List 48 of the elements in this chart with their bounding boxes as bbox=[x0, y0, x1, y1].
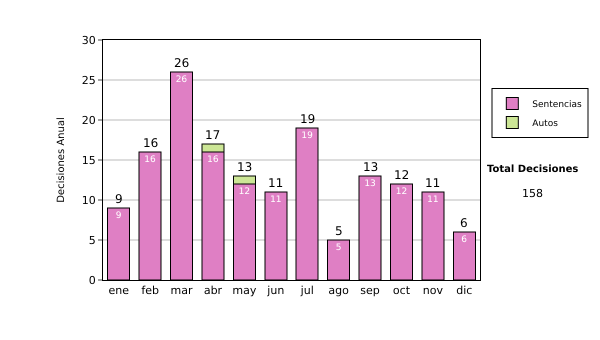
x-tick-label: jul bbox=[300, 284, 314, 298]
data-label: 9 bbox=[116, 211, 122, 221]
data-label: 12 bbox=[238, 187, 250, 197]
data-label: 19 bbox=[301, 131, 314, 141]
x-tick-label: ago bbox=[328, 284, 350, 298]
data-label: 16 bbox=[144, 155, 156, 165]
data-label: 12 bbox=[396, 187, 408, 197]
total-label: 9 bbox=[115, 192, 123, 206]
y-axis-title: Decisiones Anual bbox=[56, 117, 67, 203]
x-tick-label: ene bbox=[108, 284, 130, 298]
x-tick-label: dic bbox=[456, 284, 472, 298]
x-tick-label: may bbox=[232, 284, 257, 298]
data-label: 6 bbox=[461, 235, 468, 245]
y-tick-label: 15 bbox=[82, 154, 96, 167]
total-label: 16 bbox=[143, 136, 158, 150]
total-label: 11 bbox=[268, 176, 284, 190]
x-tick-label: nov bbox=[422, 284, 444, 298]
total-label: 11 bbox=[425, 176, 440, 190]
data-label: 5 bbox=[336, 243, 342, 253]
x-tick-label: jun bbox=[266, 284, 284, 298]
x-tick-label: sep bbox=[360, 284, 380, 298]
total-label: 26 bbox=[174, 56, 190, 70]
text: Total Decisiones bbox=[487, 164, 578, 175]
total-label: 12 bbox=[394, 168, 410, 182]
x-tick-label: mar bbox=[170, 284, 194, 298]
y-tick-label: 10 bbox=[82, 194, 96, 207]
x-tick-label: abr bbox=[204, 284, 223, 298]
y-tick-label: 25 bbox=[82, 74, 96, 87]
total-label: 6 bbox=[460, 216, 468, 230]
y-tick-label: 20 bbox=[82, 114, 96, 127]
x-tick-label: feb bbox=[141, 284, 159, 298]
data-label: 11 bbox=[270, 195, 282, 205]
data-label: 26 bbox=[176, 75, 188, 85]
y-tick-label: 0 bbox=[88, 274, 96, 287]
text: 158 bbox=[522, 187, 543, 200]
y-tick-label: 30 bbox=[82, 34, 96, 47]
legend-label: Autos bbox=[532, 119, 558, 130]
y-tick-label: 5 bbox=[88, 234, 96, 247]
total-label: 19 bbox=[300, 112, 316, 126]
total-label: 17 bbox=[205, 128, 220, 142]
total-label: 13 bbox=[237, 160, 252, 174]
data-label: 11 bbox=[427, 195, 439, 205]
total-label: 13 bbox=[363, 160, 378, 174]
data-label: 16 bbox=[207, 155, 219, 165]
x-tick-label: oct bbox=[392, 284, 411, 298]
data-label: 13 bbox=[364, 179, 376, 189]
total-label: 5 bbox=[335, 224, 343, 238]
legend-label: Sentencias bbox=[532, 100, 582, 110]
